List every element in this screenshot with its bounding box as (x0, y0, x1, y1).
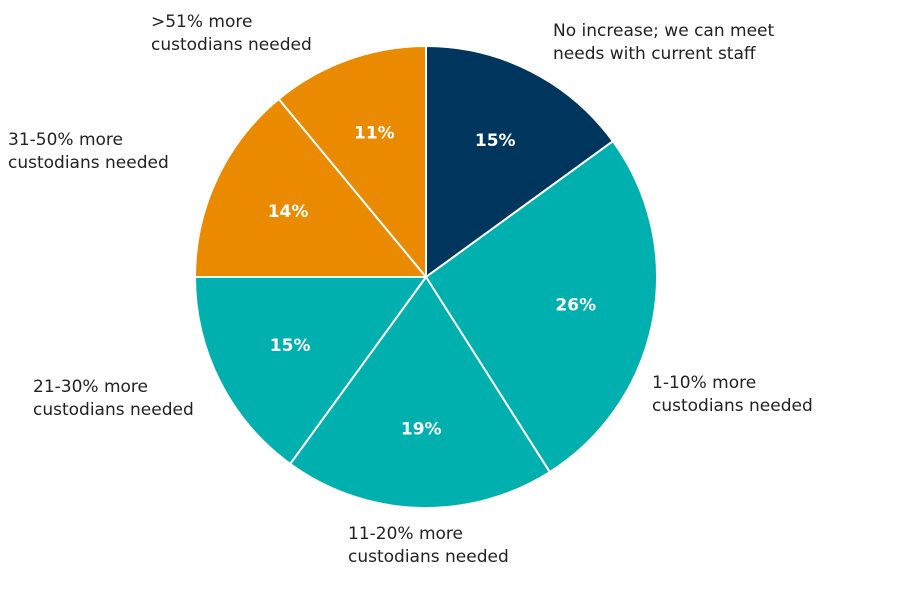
slice-category-label-line: 11-20% more (348, 524, 463, 544)
slice-category-label-line: custodians needed (151, 35, 312, 55)
slice-percent-label: 11% (354, 124, 395, 144)
pie-slice (288, 275, 552, 509)
slice-category-label: No increase; we can meet needs with curre… (553, 21, 774, 64)
slice-percent-label: 19% (401, 419, 442, 439)
pie-slice (424, 139, 658, 474)
pie-slice (193, 276, 428, 466)
slice-category-label-line: needs with current staff (553, 44, 757, 64)
pie-slice (277, 44, 427, 280)
slice-percent-label: 14% (268, 202, 309, 222)
slice-category-label-line: custodians needed (348, 547, 509, 567)
pie-slices (193, 44, 658, 509)
pie-slice (425, 44, 615, 279)
slice-category-label-line: 1-10% more (652, 373, 756, 393)
slice-category-label-line: No increase; we can meet (553, 21, 774, 41)
slice-category-label: 11-20% more custodians needed (348, 524, 509, 567)
slice-category-label-line: custodians needed (8, 153, 169, 173)
slice-percent-label: 26% (555, 296, 596, 316)
percent-labels: 15% 26% 19% 15% 14% 11% (268, 124, 596, 440)
slice-category-label: >51% more custodians needed (151, 12, 312, 55)
slice-percent-label: 15% (270, 336, 311, 356)
slice-category-label-line: custodians needed (33, 400, 194, 420)
slice-category-label: 1-10% more custodians needed (652, 373, 813, 416)
slice-category-label-line: 21-30% more (33, 377, 148, 397)
slice-category-label-line: 31-50% more (8, 130, 123, 150)
pie-slice (193, 97, 429, 278)
category-labels: No increase; we can meet needs with curre… (8, 12, 813, 567)
slice-category-label: 21-30% more custodians needed (33, 377, 194, 420)
slice-percent-label: 15% (475, 131, 516, 151)
slice-category-label: 31-50% more custodians needed (8, 130, 169, 173)
slice-category-label-line: >51% more (151, 12, 252, 32)
slice-category-label-line: custodians needed (652, 396, 813, 416)
